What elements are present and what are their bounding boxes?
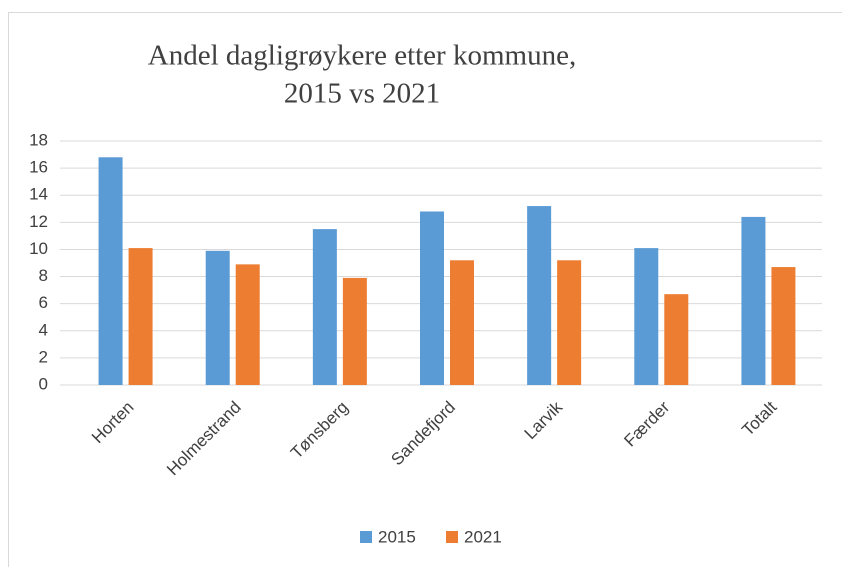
bar xyxy=(128,248,153,385)
y-tick-label: 10 xyxy=(29,239,48,258)
chart-title: Andel dagligrøykere etter kommune, xyxy=(148,40,576,72)
y-tick-label: 16 xyxy=(29,158,48,177)
chart-title: 2015 vs 2021 xyxy=(284,78,440,110)
legend-swatch xyxy=(360,531,372,543)
bar xyxy=(420,211,444,385)
legend-swatch xyxy=(446,531,458,543)
bar xyxy=(557,260,582,385)
bar xyxy=(450,260,474,385)
bar xyxy=(312,229,337,385)
y-tick-label: 8 xyxy=(39,266,48,285)
legend-label: 2021 xyxy=(464,527,502,546)
bar xyxy=(664,294,689,385)
y-tick-label: 0 xyxy=(39,374,48,393)
y-tick-label: 14 xyxy=(29,185,48,204)
bar xyxy=(98,157,123,385)
bar xyxy=(771,267,796,385)
bar xyxy=(634,248,659,385)
y-tick-label: 4 xyxy=(39,320,48,339)
bar xyxy=(342,277,367,385)
bar xyxy=(741,216,766,385)
legend-label: 2015 xyxy=(378,527,416,546)
y-tick-label: 6 xyxy=(39,293,48,312)
bar xyxy=(527,206,552,385)
bar xyxy=(235,264,260,385)
y-tick-label: 18 xyxy=(29,130,48,149)
y-tick-label: 2 xyxy=(39,347,48,366)
y-tick-label: 12 xyxy=(29,212,48,231)
bar xyxy=(205,250,230,385)
